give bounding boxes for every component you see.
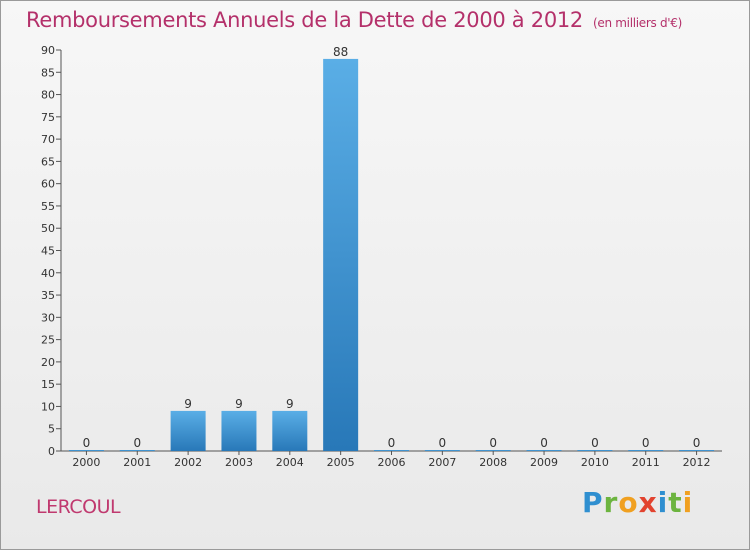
x-tick-label: 2002 (174, 456, 202, 469)
x-tick-label: 2001 (123, 456, 151, 469)
y-tick-label: 10 (41, 400, 55, 413)
y-tick-label: 55 (41, 200, 55, 213)
y-tick-label: 40 (41, 267, 55, 280)
y-tick-label: 35 (41, 289, 55, 302)
y-tick-label: 80 (41, 89, 55, 102)
y-tick-label: 5 (48, 423, 55, 436)
bar-2004 (272, 410, 308, 451)
y-tick-label: 70 (41, 133, 55, 146)
x-tick-label: 2007 (428, 456, 456, 469)
value-label-2005: 88 (333, 45, 348, 59)
x-tick-label: 2000 (72, 456, 100, 469)
chart-title: Remboursements Annuels de la Dette de 20… (26, 8, 682, 32)
logo-letter: x (638, 486, 658, 519)
y-tick-label: 85 (41, 66, 55, 79)
value-label-2011: 0 (642, 436, 650, 450)
bar-2005 (323, 58, 359, 452)
logo-letter: o (618, 486, 639, 519)
bar-2007 (424, 450, 460, 451)
value-label-2003: 9 (235, 397, 243, 411)
x-tick-label: 2005 (327, 456, 355, 469)
value-label-2002: 9 (184, 397, 192, 411)
chart-labels: 0 0 9 9 9 88 0 0 0 0 0 0 0 (83, 45, 701, 450)
y-tick-label: 50 (41, 222, 55, 235)
bar-2008 (475, 450, 511, 451)
y-tick-label: 15 (41, 378, 55, 391)
y-tick-label: 90 (41, 44, 55, 57)
value-label-2012: 0 (693, 436, 701, 450)
value-label-2006: 0 (388, 436, 396, 450)
y-tick-label: 60 (41, 178, 55, 191)
x-tick-label: 2012 (683, 456, 711, 469)
chart-bars (68, 58, 715, 452)
y-tick-label: 45 (41, 245, 55, 258)
logo-letter: i (657, 486, 669, 519)
value-label-2004: 9 (286, 397, 294, 411)
x-tick-label: 2009 (530, 456, 558, 469)
x-tick-label: 2011 (632, 456, 660, 469)
value-label-2008: 0 (489, 436, 497, 450)
value-label-2010: 0 (591, 436, 599, 450)
commune-name: LERCOUL (36, 496, 121, 518)
x-tick-label: 2006 (378, 456, 406, 469)
bar-2001 (119, 450, 155, 451)
bar-2009 (526, 450, 562, 451)
logo-letter: r (603, 486, 619, 519)
value-label-2001: 0 (133, 436, 141, 450)
y-tick-label: 20 (41, 356, 55, 369)
y-tick-label: 65 (41, 155, 55, 168)
x-tick-label: 2004 (276, 456, 304, 469)
x-tick-label: 2010 (581, 456, 609, 469)
y-tick-label: 25 (41, 334, 55, 347)
value-label-2009: 0 (540, 436, 548, 450)
proxiti-logo: Proxiti (582, 486, 693, 519)
bar-2012 (679, 450, 715, 451)
bar-2000 (68, 450, 104, 451)
bar-2006 (374, 450, 409, 451)
value-label-2000: 0 (83, 436, 91, 450)
logo-letter: P (582, 486, 604, 519)
value-label-2007: 0 (439, 436, 447, 450)
x-tick-label: 2008 (479, 456, 507, 469)
x-tick-label: 2003 (225, 456, 253, 469)
y-tick-label: 0 (48, 445, 55, 458)
bar-2003 (221, 410, 257, 451)
logo-letter: t (668, 486, 683, 519)
chart-title-text: Remboursements Annuels de la Dette de 20… (26, 8, 583, 32)
y-tick-label: 30 (41, 311, 55, 324)
bar-2010 (577, 450, 613, 451)
chart-axes: 0510152025303540455055606570758085902000… (41, 44, 722, 469)
bar-2002 (170, 410, 206, 451)
logo-letter: i (682, 486, 694, 519)
y-tick-label: 75 (41, 111, 55, 124)
chart-subtitle: (en milliers d'€) (593, 16, 683, 30)
bar-2011 (628, 450, 664, 451)
